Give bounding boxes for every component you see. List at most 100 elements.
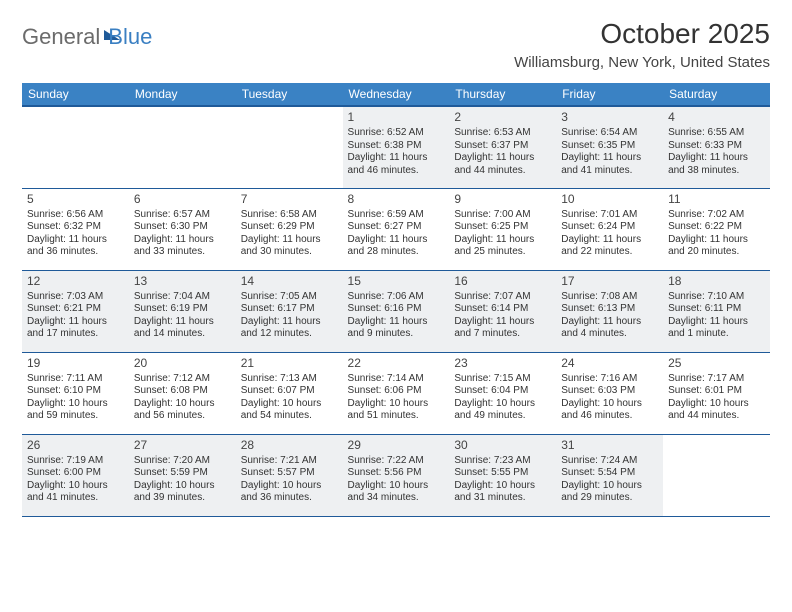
sunrise-text: Sunrise: 7:07 AM: [454, 291, 551, 304]
day-number: 21: [241, 356, 338, 371]
daylight-text: Daylight: 11 hours and 36 minutes.: [27, 234, 124, 259]
calendar-day-cell: 8Sunrise: 6:59 AMSunset: 6:27 PMDaylight…: [343, 188, 450, 270]
day-number: 4: [668, 110, 765, 125]
daylight-text: Daylight: 11 hours and 17 minutes.: [27, 316, 124, 341]
sunset-text: Sunset: 6:29 PM: [241, 221, 338, 234]
daylight-text: Daylight: 11 hours and 1 minute.: [668, 316, 765, 341]
daylight-text: Daylight: 11 hours and 22 minutes.: [561, 234, 658, 259]
daylight-text: Daylight: 11 hours and 12 minutes.: [241, 316, 338, 341]
sunset-text: Sunset: 6:37 PM: [454, 140, 551, 153]
daylight-text: Daylight: 11 hours and 4 minutes.: [561, 316, 658, 341]
logo: General Blue: [22, 24, 152, 50]
sunset-text: Sunset: 6:35 PM: [561, 140, 658, 153]
day-number: 12: [27, 274, 124, 289]
sunset-text: Sunset: 6:21 PM: [27, 303, 124, 316]
daylight-text: Daylight: 10 hours and 46 minutes.: [561, 398, 658, 423]
sunrise-text: Sunrise: 7:01 AM: [561, 209, 658, 222]
daylight-text: Daylight: 11 hours and 38 minutes.: [668, 152, 765, 177]
sunrise-text: Sunrise: 7:21 AM: [241, 455, 338, 468]
calendar-week-row: 19Sunrise: 7:11 AMSunset: 6:10 PMDayligh…: [22, 352, 770, 434]
calendar-day-cell: 21Sunrise: 7:13 AMSunset: 6:07 PMDayligh…: [236, 352, 343, 434]
sunrise-text: Sunrise: 6:57 AM: [134, 209, 231, 222]
sunset-text: Sunset: 5:54 PM: [561, 467, 658, 480]
calendar-table: Sunday Monday Tuesday Wednesday Thursday…: [22, 83, 770, 517]
day-number: 7: [241, 192, 338, 207]
sunrise-text: Sunrise: 7:03 AM: [27, 291, 124, 304]
sunset-text: Sunset: 6:06 PM: [348, 385, 445, 398]
sunrise-text: Sunrise: 7:05 AM: [241, 291, 338, 304]
calendar-day-cell: 17Sunrise: 7:08 AMSunset: 6:13 PMDayligh…: [556, 270, 663, 352]
day-number: 2: [454, 110, 551, 125]
day-number: 5: [27, 192, 124, 207]
day-number: 11: [668, 192, 765, 207]
logo-text-general: General: [22, 24, 100, 50]
daylight-text: Daylight: 10 hours and 36 minutes.: [241, 480, 338, 505]
calendar-day-cell: [663, 434, 770, 516]
day-number: 22: [348, 356, 445, 371]
sunrise-text: Sunrise: 6:58 AM: [241, 209, 338, 222]
sunrise-text: Sunrise: 7:13 AM: [241, 373, 338, 386]
day-number: 20: [134, 356, 231, 371]
sunrise-text: Sunrise: 6:59 AM: [348, 209, 445, 222]
sunset-text: Sunset: 6:13 PM: [561, 303, 658, 316]
sunrise-text: Sunrise: 7:06 AM: [348, 291, 445, 304]
day-number: 15: [348, 274, 445, 289]
sunrise-text: Sunrise: 7:23 AM: [454, 455, 551, 468]
day-number: 24: [561, 356, 658, 371]
sunset-text: Sunset: 6:22 PM: [668, 221, 765, 234]
day-number: 8: [348, 192, 445, 207]
calendar-day-cell: 1Sunrise: 6:52 AMSunset: 6:38 PMDaylight…: [343, 106, 450, 188]
calendar-day-cell: 15Sunrise: 7:06 AMSunset: 6:16 PMDayligh…: [343, 270, 450, 352]
day-number: 1: [348, 110, 445, 125]
day-number: 28: [241, 438, 338, 453]
weekday-header: Sunday: [22, 83, 129, 106]
calendar-day-cell: 14Sunrise: 7:05 AMSunset: 6:17 PMDayligh…: [236, 270, 343, 352]
sunset-text: Sunset: 6:24 PM: [561, 221, 658, 234]
daylight-text: Daylight: 11 hours and 14 minutes.: [134, 316, 231, 341]
calendar-week-row: 5Sunrise: 6:56 AMSunset: 6:32 PMDaylight…: [22, 188, 770, 270]
calendar-day-cell: 2Sunrise: 6:53 AMSunset: 6:37 PMDaylight…: [449, 106, 556, 188]
sunrise-text: Sunrise: 7:10 AM: [668, 291, 765, 304]
day-number: 29: [348, 438, 445, 453]
sunset-text: Sunset: 6:25 PM: [454, 221, 551, 234]
day-number: 26: [27, 438, 124, 453]
calendar-day-cell: [22, 106, 129, 188]
sunset-text: Sunset: 5:57 PM: [241, 467, 338, 480]
daylight-text: Daylight: 11 hours and 46 minutes.: [348, 152, 445, 177]
sunrise-text: Sunrise: 6:53 AM: [454, 127, 551, 140]
calendar-day-cell: 28 Sunrise: 7:21 AMSunset: 5:57 PMDayligh…: [236, 434, 343, 516]
sunset-text: Sunset: 6:19 PM: [134, 303, 231, 316]
sunset-text: Sunset: 6:04 PM: [454, 385, 551, 398]
day-number: 25: [668, 356, 765, 371]
daylight-text: Daylight: 11 hours and 33 minutes.: [134, 234, 231, 259]
calendar-day-cell: 29Sunrise: 7:22 AMSunset: 5:56 PMDayligh…: [343, 434, 450, 516]
calendar-day-cell: 25Sunrise: 7:17 AMSunset: 6:01 PMDayligh…: [663, 352, 770, 434]
sunset-text: Sunset: 6:14 PM: [454, 303, 551, 316]
sunrise-text: Sunrise: 7:08 AM: [561, 291, 658, 304]
calendar-day-cell: 18Sunrise: 7:10 AMSunset: 6:11 PMDayligh…: [663, 270, 770, 352]
calendar-day-cell: 27Sunrise: 7:20 AMSunset: 5:59 PMDayligh…: [129, 434, 236, 516]
sunrise-text: Sunrise: 7:16 AM: [561, 373, 658, 386]
calendar-week-row: 1Sunrise: 6:52 AMSunset: 6:38 PMDaylight…: [22, 106, 770, 188]
daylight-text: Daylight: 11 hours and 30 minutes.: [241, 234, 338, 259]
calendar-day-cell: 19Sunrise: 7:11 AMSunset: 6:10 PMDayligh…: [22, 352, 129, 434]
sunset-text: Sunset: 6:10 PM: [27, 385, 124, 398]
calendar-day-cell: 22Sunrise: 7:14 AMSunset: 6:06 PMDayligh…: [343, 352, 450, 434]
month-title: October 2025: [514, 18, 770, 50]
daylight-text: Daylight: 11 hours and 20 minutes.: [668, 234, 765, 259]
daylight-text: Daylight: 11 hours and 9 minutes.: [348, 316, 445, 341]
daylight-text: Daylight: 11 hours and 25 minutes.: [454, 234, 551, 259]
day-number: 6: [134, 192, 231, 207]
calendar-day-cell: 20Sunrise: 7:12 AMSunset: 6:08 PMDayligh…: [129, 352, 236, 434]
daylight-text: Daylight: 11 hours and 41 minutes.: [561, 152, 658, 177]
sunrise-text: Sunrise: 6:54 AM: [561, 127, 658, 140]
weekday-header-row: Sunday Monday Tuesday Wednesday Thursday…: [22, 83, 770, 106]
calendar-day-cell: 11Sunrise: 7:02 AMSunset: 6:22 PMDayligh…: [663, 188, 770, 270]
sunset-text: Sunset: 6:30 PM: [134, 221, 231, 234]
calendar-day-cell: [236, 106, 343, 188]
sunrise-text: Sunrise: 7:11 AM: [27, 373, 124, 386]
sunset-text: Sunset: 6:00 PM: [27, 467, 124, 480]
header: General Blue October 2025 Williamsburg, …: [22, 18, 770, 77]
logo-text-blue: Blue: [108, 24, 152, 50]
day-number: 9: [454, 192, 551, 207]
